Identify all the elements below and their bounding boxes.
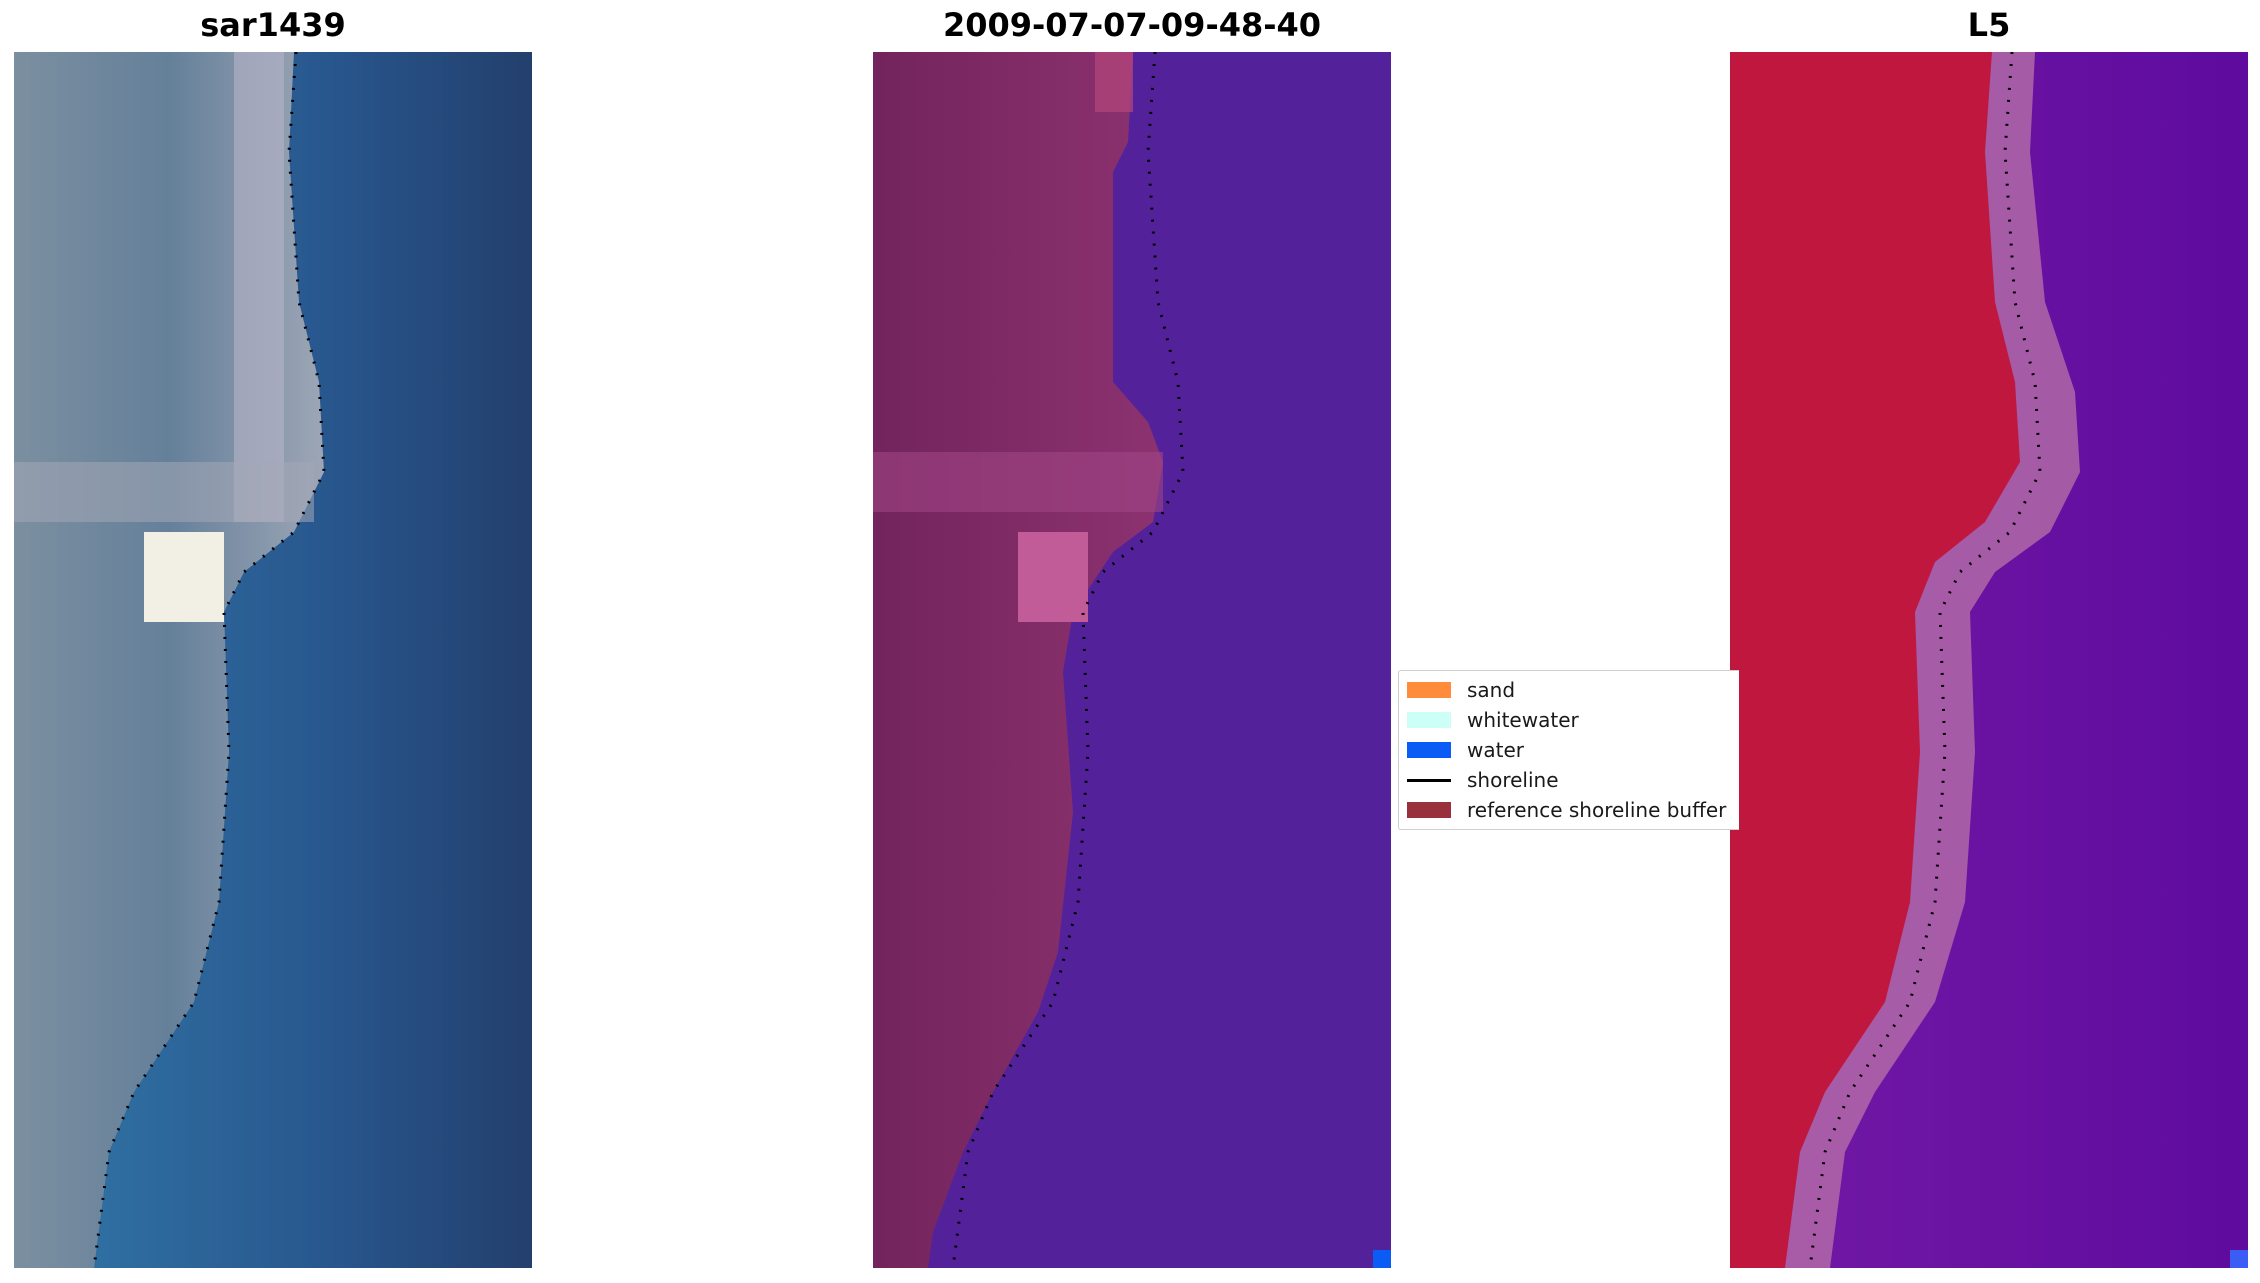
legend-swatch-water [1407, 742, 1451, 758]
legend-label-whitewater: whitewater [1467, 708, 1579, 732]
panel-title-index: L5 [1967, 6, 2011, 44]
panel-title-classification: 2009-07-07-09-48-40 [942, 6, 1322, 44]
legend-item-whitewater: whitewater [1407, 707, 1579, 733]
rgb-image-panel [14, 52, 532, 1268]
legend: sand whitewater water shoreline referenc… [1398, 670, 1739, 830]
legend-item-shoreline: shoreline [1407, 767, 1559, 793]
legend-item-water: water [1407, 737, 1524, 763]
classification-land-region [873, 52, 1163, 1268]
shoreline-rgb [92, 52, 326, 1268]
index-panel [1730, 52, 2248, 1268]
index-land-region [1730, 52, 2020, 1268]
classification-water-pixel [1373, 1250, 1391, 1268]
legend-label-reference-buffer: reference shoreline buffer [1467, 798, 1727, 822]
classification-sand-patch [1018, 532, 1088, 622]
legend-swatch-sand [1407, 682, 1451, 698]
shoreline-classification [951, 52, 1185, 1268]
legend-item-sand: sand [1407, 677, 1515, 703]
shoreline-index [1808, 52, 2042, 1268]
classification-panel [873, 52, 1391, 1268]
legend-swatch-whitewater [1407, 712, 1451, 728]
legend-label-water: water [1467, 738, 1524, 762]
legend-swatch-reference-buffer [1407, 802, 1451, 818]
index-water-pixel [2230, 1250, 2248, 1268]
rgb-sand-strip [234, 52, 284, 522]
rgb-bright-patch [144, 532, 224, 622]
legend-label-sand: sand [1467, 678, 1516, 702]
legend-label-shoreline: shoreline [1467, 768, 1559, 792]
panel-title-rgb: sar1439 [200, 6, 346, 44]
legend-line-shoreline [1407, 778, 1451, 782]
legend-item-reference-buffer: reference shoreline buffer [1407, 797, 1726, 823]
